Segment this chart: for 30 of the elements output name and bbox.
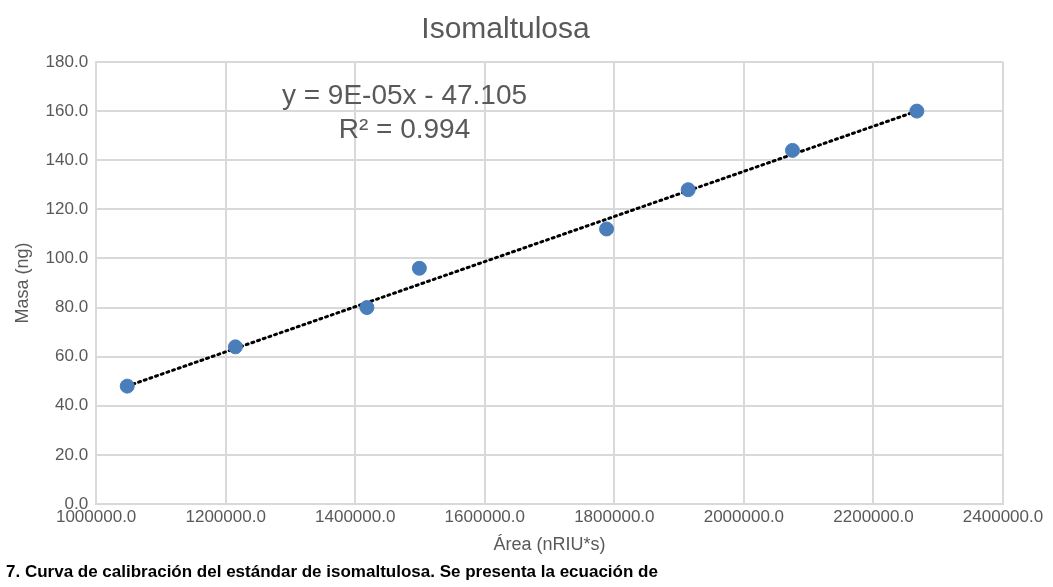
y-tick-label: 60.0 [55,346,89,366]
y-tick-label: 100.0 [45,248,89,268]
point [411,260,427,276]
y-tick-label: 20.0 [55,444,89,464]
y-axis-title: Masa (ng) [11,242,32,324]
point [359,300,375,316]
x-tick-label: 1600000.0 [444,506,525,526]
y-tick-label: 80.0 [55,297,89,317]
annotation: R² = 0.994 [338,112,471,144]
point [227,339,243,355]
y-tick-label: 40.0 [55,395,89,415]
y-tick-label: 120.0 [45,199,89,219]
chart-title: Isomaltulosa [421,11,591,45]
x-tick-label: 2200000.0 [833,506,914,526]
point [909,103,925,119]
point [119,378,135,394]
point [599,221,615,237]
point [680,182,696,198]
y-tick-label: 140.0 [45,149,89,169]
point [784,142,800,158]
x-tick-label: 2400000.0 [962,506,1044,526]
y-tick-label: 180.0 [45,51,89,71]
x-tick-label: 1400000.0 [315,506,396,526]
x-tick-label: 1800000.0 [574,506,655,526]
annotation: y = 9E-05x - 47.105 [281,78,528,110]
x-tick-label: 1200000.0 [185,506,266,526]
x-axis-title: Área (nRIU*s) [493,534,606,555]
x-tick-label: 2000000.0 [703,506,785,526]
y-tick-label: 160.0 [45,100,89,120]
text: 7. Curva de calibración del estándar de isomaltulosa. Se presenta la ecuación de [5,561,659,583]
